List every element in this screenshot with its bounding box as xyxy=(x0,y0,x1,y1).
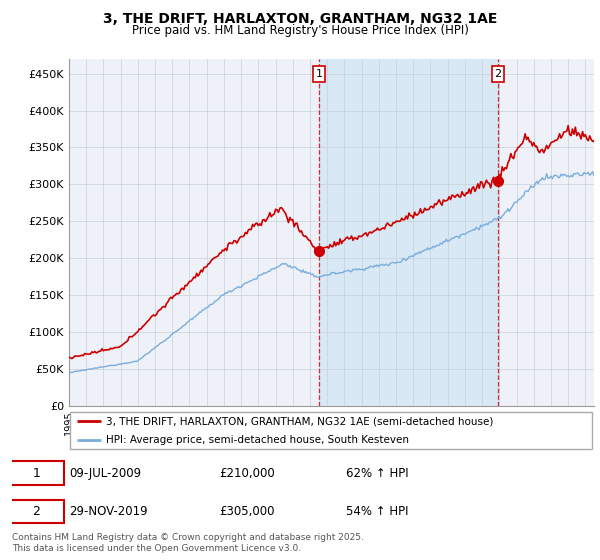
FancyBboxPatch shape xyxy=(70,413,592,449)
Text: 1: 1 xyxy=(316,69,322,79)
Text: Price paid vs. HM Land Registry's House Price Index (HPI): Price paid vs. HM Land Registry's House … xyxy=(131,24,469,36)
Text: 54% ↑ HPI: 54% ↑ HPI xyxy=(346,505,409,518)
Text: HPI: Average price, semi-detached house, South Kesteven: HPI: Average price, semi-detached house,… xyxy=(106,435,409,445)
Text: 2: 2 xyxy=(32,505,40,518)
FancyBboxPatch shape xyxy=(9,500,64,523)
Text: £305,000: £305,000 xyxy=(220,505,275,518)
FancyBboxPatch shape xyxy=(9,461,64,485)
Text: 2: 2 xyxy=(494,69,502,79)
Text: 62% ↑ HPI: 62% ↑ HPI xyxy=(346,466,409,479)
Text: 1: 1 xyxy=(32,466,40,479)
Text: 09-JUL-2009: 09-JUL-2009 xyxy=(70,466,142,479)
Text: Contains HM Land Registry data © Crown copyright and database right 2025.
This d: Contains HM Land Registry data © Crown c… xyxy=(12,533,364,553)
Text: 3, THE DRIFT, HARLAXTON, GRANTHAM, NG32 1AE: 3, THE DRIFT, HARLAXTON, GRANTHAM, NG32 … xyxy=(103,12,497,26)
Text: 3, THE DRIFT, HARLAXTON, GRANTHAM, NG32 1AE (semi-detached house): 3, THE DRIFT, HARLAXTON, GRANTHAM, NG32 … xyxy=(106,417,493,426)
Text: £210,000: £210,000 xyxy=(220,466,275,479)
Bar xyxy=(319,59,498,406)
Text: 29-NOV-2019: 29-NOV-2019 xyxy=(70,505,148,518)
